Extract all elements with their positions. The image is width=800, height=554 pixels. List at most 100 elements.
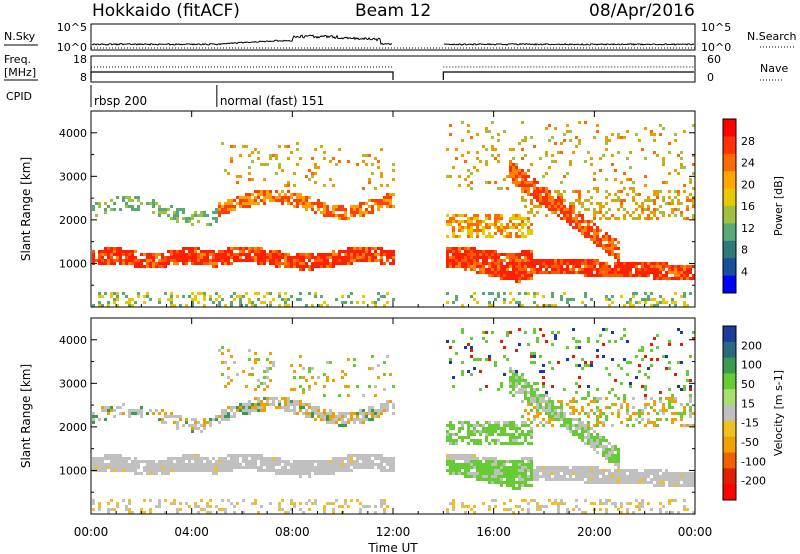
power-cell (359, 247, 362, 250)
power-cell (305, 202, 308, 205)
velocity-cell (392, 463, 395, 466)
velocity-cell (494, 475, 497, 478)
velocity-cell (554, 499, 557, 502)
velocity-cell (629, 469, 632, 472)
power-cell (659, 211, 662, 214)
power-cell (377, 253, 380, 256)
power-cell (464, 247, 467, 250)
power-cell (131, 304, 134, 307)
velocity-cell (689, 409, 692, 412)
velocity-cell (179, 469, 182, 472)
velocity-cell (185, 502, 188, 505)
velocity-cell (611, 478, 614, 481)
power-cell (485, 262, 488, 265)
velocity-cell (605, 451, 608, 454)
velocity-cell (113, 460, 116, 463)
power-cell (161, 259, 164, 262)
velocity-cell (488, 478, 491, 481)
velocity-cell (536, 424, 539, 427)
velocity-cell (617, 448, 620, 451)
velocity-cell (482, 469, 485, 472)
power-cell (650, 262, 653, 265)
velocity-cell (572, 409, 575, 412)
power-cell (515, 184, 518, 187)
power-cell (554, 208, 557, 211)
velocity-cell (161, 460, 164, 463)
power-cell (332, 208, 335, 211)
velocity-cell (653, 469, 656, 472)
power-cell (446, 214, 449, 217)
velocity-cell (614, 460, 617, 463)
power-cell (548, 196, 551, 199)
power-cell (446, 148, 449, 151)
velocity-cell (536, 397, 539, 400)
power-cell (374, 259, 377, 262)
velocity-cell (191, 466, 194, 469)
power-cell (602, 214, 605, 217)
velocity-cell (149, 463, 152, 466)
power-cell (119, 262, 122, 265)
power-cell (230, 295, 233, 298)
power-cell (599, 211, 602, 214)
velocity-cell (560, 424, 563, 427)
velocity-cell (629, 502, 632, 505)
velocity-cell (542, 370, 545, 373)
velocity-cell (512, 487, 515, 490)
velocity-cell (260, 505, 263, 508)
velocity-cell (617, 409, 620, 412)
power-cell (560, 205, 563, 208)
power-cell (296, 262, 299, 265)
velocity-cell (647, 502, 650, 505)
velocity-cell (197, 463, 200, 466)
velocity-cell (233, 412, 236, 415)
velocity-cell (293, 409, 296, 412)
power-cell (245, 304, 248, 307)
power-cell (287, 145, 290, 148)
power-cell (158, 208, 161, 211)
power-cell (485, 253, 488, 256)
power-cell (488, 265, 491, 268)
velocity-cell (476, 469, 479, 472)
power-cell (524, 292, 527, 295)
power-cell (128, 205, 131, 208)
velocity-cell (563, 475, 566, 478)
power-cell (662, 181, 665, 184)
velocity-cell (449, 463, 452, 466)
velocity-cell (134, 472, 137, 475)
power-cell (536, 181, 539, 184)
power-cell (575, 271, 578, 274)
velocity-cell (380, 403, 383, 406)
velocity-cell (662, 484, 665, 487)
power-cell (518, 235, 521, 238)
power-ytick-label: 1000 (59, 257, 87, 270)
velocity-cell (386, 460, 389, 463)
power-cell (449, 262, 452, 265)
velocity-cell (596, 421, 599, 424)
power-cell (359, 256, 362, 259)
velocity-cell (176, 469, 179, 472)
power-cell (164, 256, 167, 259)
velocity-cell (611, 412, 614, 415)
power-cell (245, 253, 248, 256)
velocity-cell (236, 373, 239, 376)
velocity-cell (356, 415, 359, 418)
power-cell (641, 211, 644, 214)
velocity-cell (680, 424, 683, 427)
velocity-cell (149, 466, 152, 469)
velocity-cell (137, 460, 140, 463)
power-cell (674, 265, 677, 268)
velocity-cell (536, 388, 539, 391)
velocity-cell (485, 427, 488, 430)
power-cell (176, 208, 179, 211)
power-cell (239, 205, 242, 208)
velocity-cell (650, 358, 653, 361)
velocity-cell (155, 472, 158, 475)
power-cell (545, 127, 548, 130)
velocity-cell (464, 511, 467, 514)
power-cell (644, 157, 647, 160)
velocity-cell (647, 403, 650, 406)
power-cell (467, 253, 470, 256)
power-cell (176, 217, 179, 220)
power-cell (275, 256, 278, 259)
velocity-cell (356, 454, 359, 457)
